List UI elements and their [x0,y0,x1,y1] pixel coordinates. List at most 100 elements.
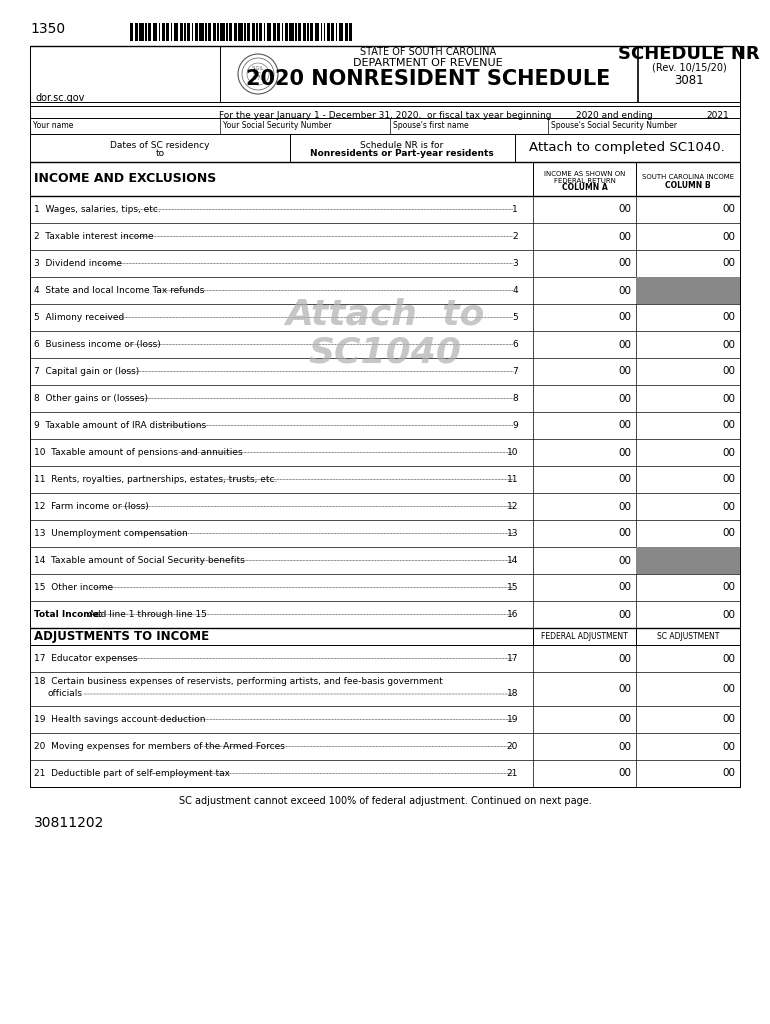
Bar [199,23,203,41]
Text: 17: 17 [507,654,518,663]
Text: Dates of SC residency: Dates of SC residency [110,140,209,150]
Text: SC1040: SC1040 [309,336,461,370]
Text: 14  Taxable amount of Social Security benefits: 14 Taxable amount of Social Security ben… [34,556,245,565]
Text: 00: 00 [618,583,631,593]
Text: 00: 00 [722,741,735,752]
Text: 15  Other income: 15 Other income [34,583,113,592]
Bar [130,23,133,41]
Text: 00: 00 [618,393,631,403]
Bar [284,23,287,41]
Text: 11: 11 [507,475,518,484]
Text: 00: 00 [618,741,631,752]
Bar [166,23,169,41]
Text: 19: 19 [507,715,518,724]
Bar [226,23,227,41]
Text: 7  Capital gain or (loss): 7 Capital gain or (loss) [34,367,139,376]
Bar [323,23,325,41]
Text: 2  Taxable interest income: 2 Taxable interest income [34,232,154,241]
Text: SOUTH CAROLINA INCOME: SOUTH CAROLINA INCOME [642,174,734,180]
Text: 6: 6 [512,340,518,349]
Text: 1350: 1350 [30,22,65,36]
Text: SCHEDULE NR: SCHEDULE NR [618,45,760,63]
Text: 00: 00 [618,231,631,242]
Bar [303,23,306,41]
Text: 00: 00 [618,447,631,458]
Bar [217,23,219,41]
Text: 00: 00 [618,555,631,565]
Bar [344,23,347,41]
Text: 2021: 2021 [707,111,729,120]
Text: 17  Educator expenses: 17 Educator expenses [34,654,138,663]
Text: 00: 00 [722,312,735,323]
Text: COLUMN A: COLUMN A [561,183,608,193]
Bar [339,23,343,41]
Text: 18: 18 [507,689,518,698]
Text: 00: 00 [722,583,735,593]
Text: 5  Alimony received: 5 Alimony received [34,313,124,322]
Text: 1776: 1776 [252,77,264,82]
Text: 9: 9 [512,421,518,430]
Text: 00: 00 [618,258,631,268]
Bar [273,23,276,41]
Text: Attach to completed SC1040.: Attach to completed SC1040. [529,141,725,155]
Text: 11  Rents, royalties, partnerships, estates, trusts, etc.: 11 Rents, royalties, partnerships, estat… [34,475,277,484]
Text: Schedule NR is for: Schedule NR is for [360,140,444,150]
Text: 00: 00 [722,715,735,725]
Bar [205,23,206,41]
Text: Spouse's Social Security Number: Spouse's Social Security Number [551,121,677,130]
Text: 00: 00 [618,502,631,512]
Text: 14: 14 [507,556,518,565]
Bar [184,23,186,41]
Text: 00: 00 [618,609,631,620]
Text: 2020 NONRESIDENT SCHEDULE: 2020 NONRESIDENT SCHEDULE [246,69,610,89]
Text: For the year January 1 - December 31, 2020,  or fiscal tax year beginning: For the year January 1 - December 31, 20… [219,111,551,120]
Text: 16: 16 [507,610,518,618]
Text: 00: 00 [722,653,735,664]
Bar [307,23,309,41]
Text: to: to [156,148,165,158]
Text: 00: 00 [722,684,735,694]
Bar [173,23,178,41]
Text: 5: 5 [512,313,518,322]
Text: 00: 00 [618,205,631,214]
Text: 3081: 3081 [675,74,704,86]
Text: 8  Other gains or (losses): 8 Other gains or (losses) [34,394,148,403]
Text: 15: 15 [507,583,518,592]
Bar [192,23,193,41]
Text: 9  Taxable amount of IRA distributions: 9 Taxable amount of IRA distributions [34,421,206,430]
Text: 19  Health savings account deduction: 19 Health savings account deduction [34,715,206,724]
Bar [152,23,157,41]
Bar [233,23,236,41]
Text: 21: 21 [507,769,518,778]
Bar [331,23,334,41]
Text: 00: 00 [618,684,631,694]
Text: 10  Taxable amount of pensions and annuities: 10 Taxable amount of pensions and annuit… [34,449,243,457]
Text: 00: 00 [722,447,735,458]
Text: S.C.: S.C. [253,72,263,77]
Bar [213,23,216,41]
Text: 6  Business income or (loss): 6 Business income or (loss) [34,340,161,349]
Bar [170,23,172,41]
Bar [162,23,165,41]
Bar [244,23,246,41]
Text: 00: 00 [722,340,735,349]
Text: INCOME AS SHOWN ON: INCOME AS SHOWN ON [544,171,625,177]
Text: 00: 00 [722,367,735,377]
Text: 3  Dividend income: 3 Dividend income [34,259,122,268]
Text: 20  Moving expenses for members of the Armed Forces: 20 Moving expenses for members of the Ar… [34,742,285,751]
Text: DEPARTMENT OF REVENUE: DEPARTMENT OF REVENUE [353,58,503,68]
Bar [295,23,296,41]
Bar [289,23,293,41]
Bar [259,23,262,41]
Text: 00: 00 [722,421,735,430]
Text: 2: 2 [512,232,518,241]
Text: 7: 7 [512,367,518,376]
Bar [314,23,319,41]
Bar [208,23,211,41]
Bar [263,23,265,41]
Bar [148,23,151,41]
Text: SC adjustment cannot exceed 100% of federal adjustment. Continued on next page.: SC adjustment cannot exceed 100% of fede… [179,796,591,806]
Text: 00: 00 [618,528,631,539]
Text: 12: 12 [507,502,518,511]
Bar [195,23,197,41]
